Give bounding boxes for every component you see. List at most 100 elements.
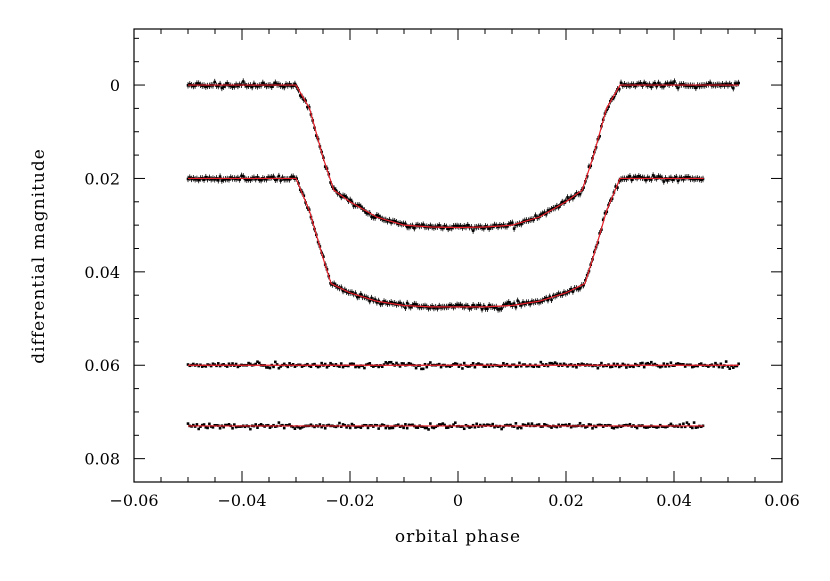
- data-point: [234, 425, 238, 429]
- data-point: [427, 307, 430, 310]
- data-point: [389, 360, 393, 364]
- data-point: [227, 423, 231, 426]
- data-point: [429, 422, 432, 425]
- data-point: [455, 224, 459, 228]
- data-point: [660, 425, 664, 428]
- data-point: [384, 361, 388, 364]
- data-point: [206, 426, 209, 430]
- y-tick-label: 0.04: [84, 263, 120, 282]
- data-point: [354, 292, 357, 295]
- data-point: [188, 83, 192, 86]
- data-point: [218, 82, 222, 86]
- data-point: [323, 165, 327, 168]
- data-point: [192, 84, 195, 88]
- data-point: [270, 175, 274, 179]
- data-point: [234, 362, 238, 366]
- data-point: [359, 426, 363, 429]
- data-point: [286, 365, 290, 369]
- data-point: [655, 426, 658, 429]
- data-point: [186, 422, 190, 425]
- data-point: [343, 194, 347, 198]
- data-point: [188, 176, 192, 179]
- data-point: [186, 363, 190, 366]
- data-point: [421, 425, 425, 429]
- data-point: [366, 426, 370, 430]
- data-point: [309, 423, 313, 427]
- data-point: [578, 421, 582, 425]
- data-point: [518, 361, 521, 365]
- data-point: [507, 223, 511, 226]
- data-point: [616, 362, 619, 366]
- data-point: [282, 178, 286, 181]
- data-point: [291, 84, 295, 88]
- data-point: [737, 362, 740, 366]
- data-point: [633, 84, 637, 88]
- data-point: [347, 364, 350, 368]
- data-point: [425, 426, 429, 430]
- data-point: [589, 423, 593, 427]
- data-point: [339, 362, 343, 365]
- data-point: [398, 425, 402, 429]
- data-point: [543, 211, 546, 214]
- data-point: [277, 366, 281, 370]
- data-point: [639, 362, 642, 365]
- data-point: [546, 364, 550, 368]
- data-point: [263, 177, 266, 181]
- data-point: [354, 426, 357, 429]
- data-point: [197, 82, 200, 85]
- data-point: [377, 214, 380, 218]
- data-point: [578, 287, 582, 290]
- data-point: [216, 84, 220, 88]
- data-point: [616, 186, 619, 189]
- data-point: [377, 427, 380, 430]
- data-point: [691, 426, 694, 430]
- data-point: [724, 82, 728, 86]
- data-point: [238, 178, 241, 181]
- data-point: [493, 306, 496, 309]
- data-point: [496, 225, 500, 229]
- data-point: [204, 175, 208, 179]
- data-point: [550, 426, 553, 429]
- data-point: [323, 362, 327, 366]
- data-point: [359, 292, 363, 296]
- data-point: [404, 222, 407, 226]
- data-point: [252, 82, 256, 86]
- data-point: [279, 84, 282, 88]
- data-point: [345, 196, 348, 199]
- data-point: [596, 423, 600, 427]
- data-point: [350, 291, 354, 294]
- data-point: [662, 425, 666, 429]
- data-point: [632, 176, 635, 179]
- data-point: [350, 200, 354, 204]
- data-point: [494, 224, 498, 227]
- data-point: [598, 134, 601, 138]
- data-point: [692, 178, 696, 181]
- data-point: [402, 426, 405, 430]
- data-point: [274, 178, 277, 182]
- data-point: [382, 218, 386, 222]
- data-point: [552, 294, 555, 298]
- data-point: [600, 423, 603, 427]
- data-point: [635, 83, 639, 86]
- data-point: [559, 362, 562, 366]
- data-point: [215, 424, 218, 427]
- data-point: [523, 363, 527, 366]
- data-point: [626, 176, 630, 179]
- data-point: [414, 303, 418, 306]
- data-point: [423, 362, 427, 366]
- data-point: [200, 365, 204, 368]
- data-point: [658, 175, 662, 179]
- data-point: [635, 426, 639, 430]
- data-point: [268, 366, 272, 370]
- data-point: [338, 365, 341, 368]
- series-0-points: [186, 78, 740, 234]
- data-point: [664, 82, 667, 86]
- data-point: [521, 363, 525, 366]
- data-point: [322, 255, 325, 259]
- data-point: [657, 175, 660, 178]
- data-point: [414, 366, 418, 370]
- data-point: [404, 306, 407, 310]
- data-point: [682, 363, 685, 366]
- data-point: [662, 85, 666, 88]
- data-point: [275, 363, 279, 366]
